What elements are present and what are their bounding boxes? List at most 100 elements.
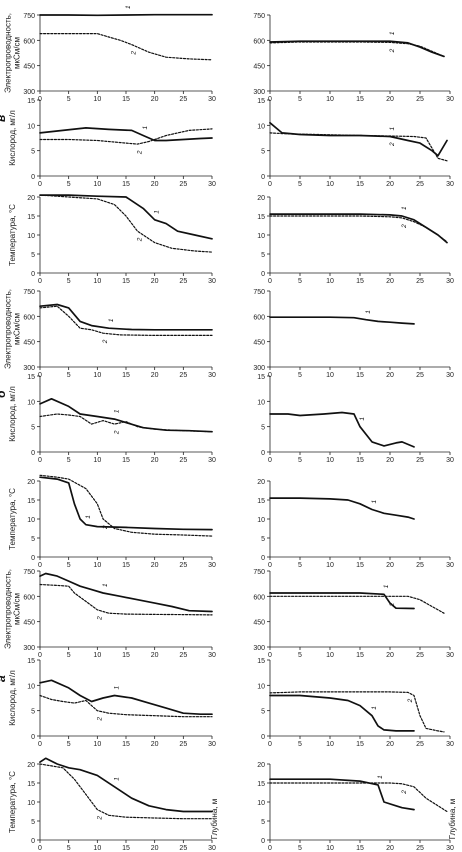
depth-tick-label: 30 [208, 96, 216, 103]
value-tick-label: 0 [261, 734, 265, 741]
panel-7: 300 450 600 750 0 5 10 15 20 25 30 Электропроводнос… [4, 569, 216, 659]
panel-15: 0 5 10 15 20 0 5 10 15 20 25 30 1 [257, 479, 454, 569]
depth-tick-label: 25 [416, 278, 424, 285]
series-label: 2 [136, 237, 143, 242]
value-tick-label: 5 [261, 536, 265, 543]
series-2-line [39, 413, 213, 433]
series-2-line [269, 215, 448, 243]
depth-tick-label: 20 [151, 457, 159, 464]
series-2-line [39, 128, 213, 145]
value-tick-label: 10 [257, 399, 265, 406]
depth-tick-label: 5 [67, 845, 71, 852]
depth-tick-label: 10 [326, 562, 334, 569]
series-1-line [39, 303, 213, 331]
depth-tick-label: 15 [356, 562, 364, 569]
value-axis-label: Температура, °С [8, 771, 17, 833]
series-label: 1 [365, 310, 372, 314]
value-tick-label: 0 [261, 174, 265, 181]
value-tick-label: 450 [253, 620, 265, 627]
panel-1: 300 450 600 750 0 5 10 15 20 25 30 Электропроводнос… [4, 5, 216, 103]
series-1-line [39, 679, 213, 716]
depth-tick-label: 20 [386, 372, 394, 379]
depth-tick-label: 0 [38, 278, 42, 285]
depth-tick-label: 15 [122, 278, 130, 285]
value-tick-label: 0 [31, 555, 35, 562]
depth-tick-label: 10 [326, 741, 334, 748]
series-label: 2 [114, 430, 121, 435]
depth-tick-label: 25 [179, 372, 187, 379]
depth-tick-label: 10 [326, 96, 334, 103]
depth-tick-label: 25 [179, 562, 187, 569]
series-1-line [39, 476, 213, 531]
value-tick-label: 0 [31, 271, 35, 278]
depth-tick-label: 15 [122, 372, 130, 379]
value-tick-label: 20 [257, 195, 265, 202]
depth-tick-label: 10 [326, 372, 334, 379]
value-tick-label: 600 [253, 314, 265, 321]
depth-tick-label: 30 [446, 96, 454, 103]
value-tick-label: 450 [253, 340, 265, 347]
series-label: 2 [389, 602, 396, 607]
depth-tick-label: 10 [93, 457, 101, 464]
value-tick-label: 15 [257, 374, 265, 381]
value-tick-label: 600 [23, 38, 35, 45]
series-label: 2 [96, 816, 103, 821]
depth-tick-label: 30 [446, 652, 454, 659]
depth-tick-label: 20 [151, 96, 159, 103]
series-2-line [39, 763, 213, 820]
value-tick-label: 5 [31, 536, 35, 543]
value-tick-label: 600 [253, 38, 265, 45]
series-label: 1 [102, 583, 109, 587]
depth-tick-label: 30 [446, 845, 454, 852]
depth-tick-label: 5 [298, 741, 302, 748]
value-axis-label: Электропроводность, [4, 569, 13, 649]
value-tick-label: 10 [27, 800, 35, 807]
depth-tick-label: 20 [386, 562, 394, 569]
depth-tick-label: 5 [67, 562, 71, 569]
depth-tick-label: 30 [208, 278, 216, 285]
series-2-line [269, 41, 445, 57]
series-label: 2 [401, 224, 408, 229]
depth-tick-label: 0 [38, 741, 42, 748]
depth-tick-label: 25 [179, 457, 187, 464]
series-2-line [39, 474, 213, 537]
value-tick-label: 0 [261, 271, 265, 278]
value-tick-label: 5 [31, 149, 35, 156]
depth-tick-label: 15 [356, 96, 364, 103]
series-2-line [269, 132, 448, 162]
panel-16: 300 450 600 750 0 5 10 15 20 25 30 1 2 [253, 569, 454, 659]
series-1-line [269, 316, 415, 325]
depth-tick-label: 20 [151, 372, 159, 379]
depth-tick-label: 25 [179, 181, 187, 188]
series-1-line [269, 213, 448, 244]
series-label: 2 [96, 616, 103, 621]
value-tick-label: 750 [23, 13, 35, 20]
value-tick-label: 600 [253, 594, 265, 601]
value-tick-label: 300 [253, 645, 265, 652]
depth-tick-label: 10 [93, 562, 101, 569]
depth-tick-label: 25 [416, 562, 424, 569]
panel-4: 300 450 600 750 0 5 10 15 20 25 30 Электропроводнос… [4, 289, 216, 379]
value-tick-label: 20 [257, 479, 265, 486]
depth-tick-label: 10 [326, 845, 334, 852]
depth-tick-label: 0 [38, 181, 42, 188]
depth-tick-label: 0 [38, 652, 42, 659]
value-tick-label: 0 [31, 174, 35, 181]
series-label: 1 [114, 685, 121, 689]
depth-tick-label: 10 [326, 457, 334, 464]
value-tick-label: 450 [23, 64, 35, 71]
series-label: 2 [102, 339, 109, 344]
value-tick-label: 450 [23, 340, 35, 347]
value-tick-label: 20 [27, 195, 35, 202]
value-tick-label: 5 [31, 819, 35, 826]
value-tick-label: 300 [253, 89, 265, 96]
depth-tick-label: 30 [208, 845, 216, 852]
depth-tick-label: 5 [67, 457, 71, 464]
value-tick-label: 750 [253, 13, 265, 20]
value-tick-label: 5 [261, 149, 265, 156]
depth-tick-label: 10 [326, 278, 334, 285]
depth-tick-label: 15 [122, 96, 130, 103]
depth-tick-label: 5 [67, 741, 71, 748]
series-label: 2 [389, 142, 396, 147]
depth-tick-label: 25 [416, 181, 424, 188]
